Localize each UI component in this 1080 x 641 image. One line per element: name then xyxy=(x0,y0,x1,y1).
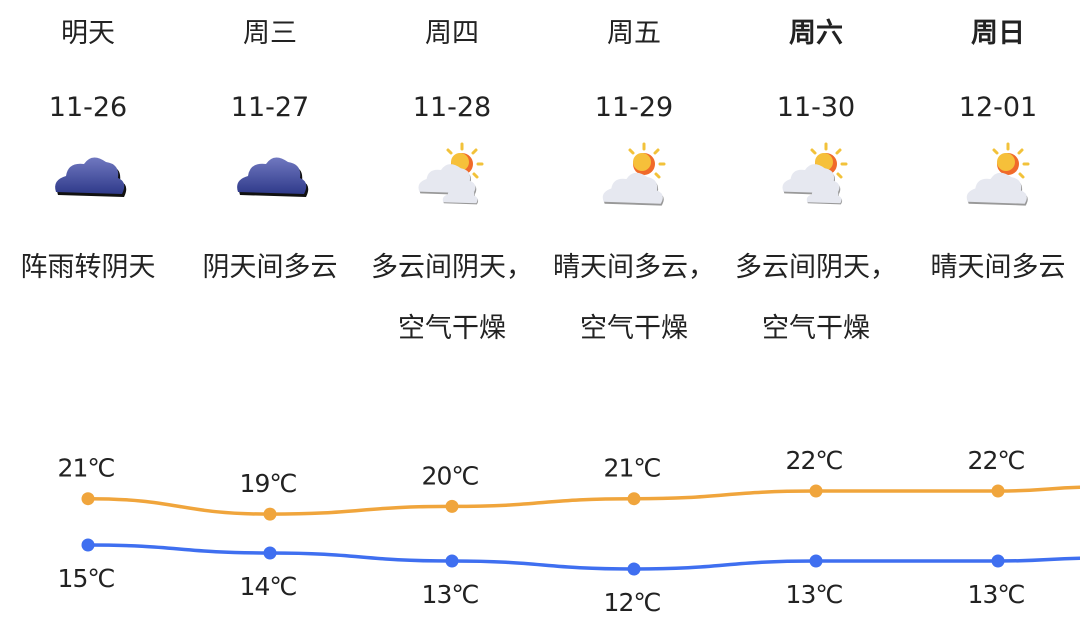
high-temp-label: 22℃ xyxy=(968,446,1025,475)
weather-description: 晴天间多云 xyxy=(930,252,1066,283)
day-label: 周五 xyxy=(607,18,661,49)
high-temp-point xyxy=(81,492,95,506)
high-temp-line xyxy=(87,485,1080,516)
low-temp-label: 13℃ xyxy=(422,580,479,609)
high-temp-label: 21℃ xyxy=(58,454,115,483)
high-temp-point xyxy=(445,499,459,513)
high-temp-point xyxy=(263,507,277,521)
low-temp-point xyxy=(445,554,459,568)
low-temp-label: 13℃ xyxy=(786,580,843,609)
low-temp-point xyxy=(991,554,1005,568)
overcast-cloud-icon xyxy=(230,142,310,212)
date-label: 11-26 xyxy=(48,92,128,123)
sunny-cloud-icon xyxy=(958,142,1038,212)
high-temp-label: 22℃ xyxy=(786,446,843,475)
day-label: 明天 xyxy=(61,18,115,49)
date-label: 11-28 xyxy=(412,92,492,123)
weather-description: 多云间阴天，空气干燥 xyxy=(371,252,533,344)
high-temp-label: 19℃ xyxy=(240,469,297,498)
day-label: 周四 xyxy=(425,18,479,49)
date-label: 11-29 xyxy=(594,92,674,123)
day-label: 周日 xyxy=(971,18,1025,49)
high-temp-point xyxy=(627,492,641,506)
date-label: 12-01 xyxy=(958,92,1038,123)
low-temp-label: 14℃ xyxy=(240,572,297,601)
partly-cloudy-icon xyxy=(412,142,492,212)
partly-cloudy-icon xyxy=(776,142,856,212)
high-temp-label: 21℃ xyxy=(604,454,661,483)
sunny-cloud-icon xyxy=(594,142,674,212)
low-temp-line xyxy=(87,543,1080,571)
low-temp-point xyxy=(81,538,95,552)
day-label: 周六 xyxy=(789,18,843,49)
high-temp-point xyxy=(991,484,1005,498)
high-temp-point xyxy=(809,484,823,498)
date-label: 11-27 xyxy=(230,92,310,123)
weather-description: 晴天间多云，空气干燥 xyxy=(553,252,715,344)
low-temp-point xyxy=(809,554,823,568)
weather-description: 阴天间多云 xyxy=(202,252,338,283)
low-temp-label: 13℃ xyxy=(968,580,1025,609)
low-temp-point xyxy=(627,562,641,576)
day-label: 周三 xyxy=(243,18,297,49)
low-temp-point xyxy=(263,546,277,560)
low-temp-label: 15℃ xyxy=(58,564,115,593)
low-temp-label: 12℃ xyxy=(604,588,661,617)
date-label: 11-30 xyxy=(776,92,856,123)
weather-description: 多云间阴天，空气干燥 xyxy=(735,252,897,344)
overcast-cloud-icon xyxy=(48,142,128,212)
high-temp-label: 20℃ xyxy=(422,461,479,490)
weather-description: 阵雨转阴天 xyxy=(20,252,156,283)
